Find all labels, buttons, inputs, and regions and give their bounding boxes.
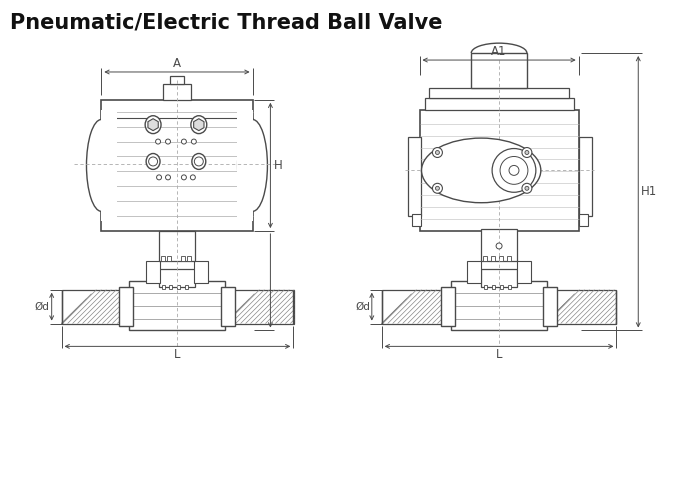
Circle shape [492,148,536,192]
Circle shape [165,175,171,180]
Bar [483,256,487,261]
Bar [471,53,527,88]
Text: A1: A1 [492,45,507,58]
Ellipse shape [422,138,541,203]
Circle shape [435,186,439,190]
Bar [194,261,208,283]
Bar [163,84,191,100]
Bar [411,214,420,226]
Circle shape [496,243,502,249]
Circle shape [182,139,186,144]
Circle shape [432,183,443,193]
Circle shape [149,157,158,166]
Bar [187,256,191,261]
Text: Ød: Ød [355,302,370,312]
Bar [424,98,574,110]
Bar [146,261,160,283]
Bar [129,281,224,331]
Bar [491,256,495,261]
Circle shape [522,148,532,158]
Bar [169,285,173,289]
Ellipse shape [237,119,267,211]
Polygon shape [194,119,204,131]
Bar [483,285,487,289]
Bar [237,110,252,221]
Text: A: A [173,57,181,70]
Ellipse shape [145,116,161,134]
Bar [119,287,133,327]
Bar [101,110,117,221]
Text: Pneumatic/Electric Thread Ball Valve: Pneumatic/Electric Thread Ball Valve [10,12,443,32]
Bar [167,256,171,261]
Bar [170,76,184,84]
Bar [162,285,165,289]
Ellipse shape [191,116,207,134]
Bar [507,256,511,261]
Bar [492,285,494,289]
Circle shape [432,148,443,158]
Bar [500,285,503,289]
Circle shape [165,139,171,144]
Bar [221,287,235,327]
Bar [430,88,568,98]
Circle shape [509,165,519,175]
Bar [543,287,557,327]
Circle shape [435,150,439,155]
Circle shape [525,186,529,190]
Text: H: H [273,159,282,172]
Polygon shape [148,119,158,131]
Circle shape [156,175,162,180]
Bar [62,290,131,323]
Circle shape [522,183,532,193]
Bar [420,110,579,231]
Circle shape [190,175,195,180]
Bar [159,269,195,287]
Circle shape [156,139,160,144]
Bar [499,256,503,261]
Bar [467,261,481,283]
Bar [161,256,165,261]
Bar [545,290,616,323]
Text: H1: H1 [641,185,658,198]
Bar [517,261,531,283]
Bar [507,285,511,289]
Bar [224,290,294,323]
Bar [381,290,454,323]
Circle shape [191,139,197,144]
Bar [186,285,188,289]
Bar [159,231,195,261]
Circle shape [194,157,203,166]
Ellipse shape [192,153,206,170]
Circle shape [525,150,529,155]
Text: L: L [173,348,180,361]
Bar [177,285,180,289]
Bar [481,229,517,261]
Bar [579,214,588,226]
Bar [579,137,592,216]
Bar [441,287,456,327]
Bar [101,100,252,231]
Text: L: L [496,348,503,361]
Ellipse shape [86,119,116,211]
Bar [181,256,185,261]
Bar [452,281,547,331]
Ellipse shape [146,153,160,170]
Bar [407,137,420,216]
Text: Ød: Ød [35,302,50,312]
Circle shape [500,157,528,184]
Circle shape [182,175,186,180]
Bar [481,269,517,287]
